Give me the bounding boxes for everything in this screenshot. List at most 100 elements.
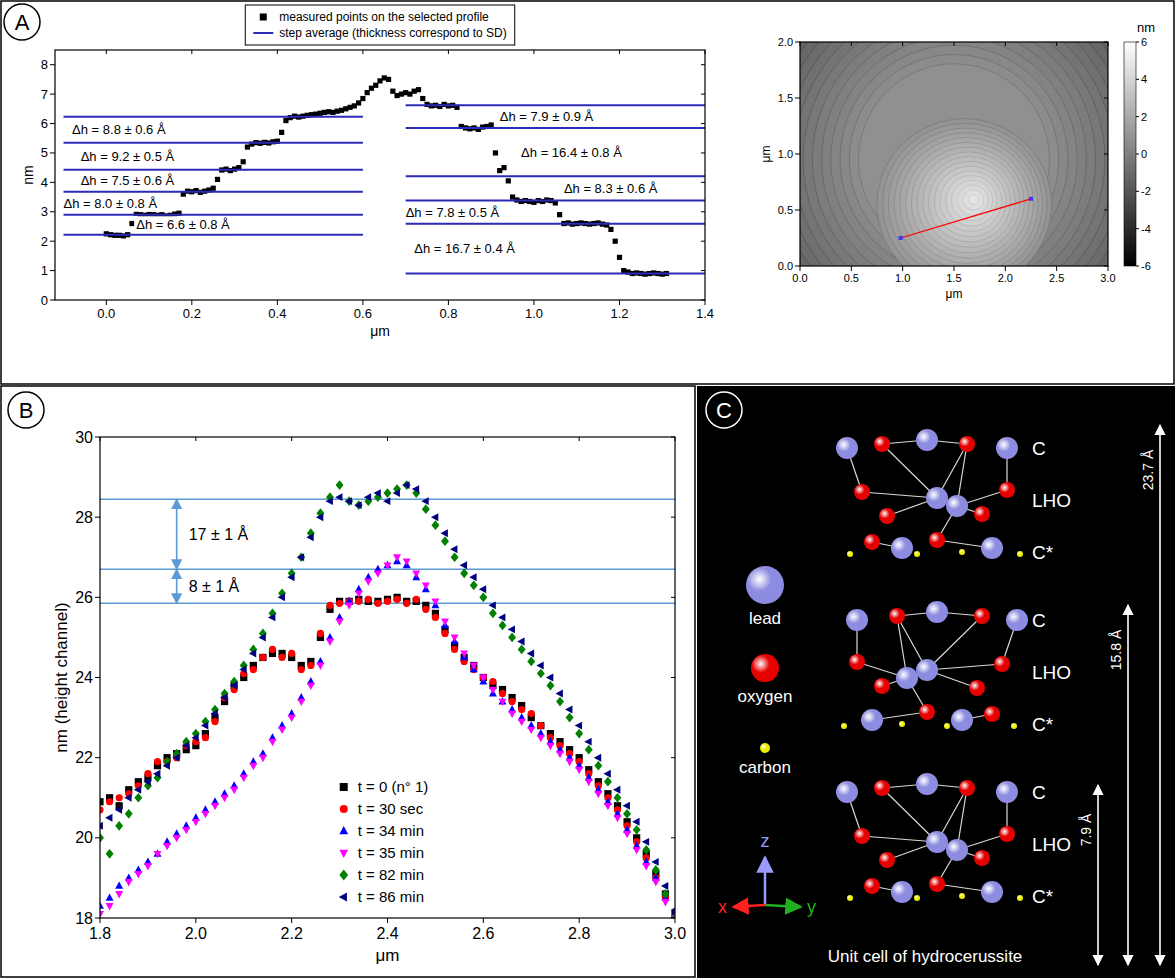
oxygen-atom [974,608,990,624]
distance-arrow [1097,785,1099,965]
axis-label: z [761,831,770,851]
label-patch [79,172,177,189]
oxygen-atom [974,850,990,866]
afm-texture [803,42,1105,266]
y-tick-label: 0 [41,293,48,308]
lead-atom [926,487,948,509]
legend-marker [340,783,348,791]
annotation: Δh = 9.2 ± 0.5 Å [79,148,177,165]
annotation: Δh = 8.8 ± 0.6 Å [70,121,168,138]
y-axis-title: nm (height channel) [52,602,71,752]
y-tick-label: 18 [75,910,93,927]
panel-letter-circle [4,4,40,40]
lead-atom [836,781,858,803]
lead-atom [946,495,968,517]
x-tick-label: 0.0 [97,306,115,321]
data-point [518,706,525,713]
y-tick [50,270,55,271]
data-point [585,779,593,786]
lead-atom [996,437,1018,459]
data-point [431,598,439,605]
afm-texture [969,195,979,205]
x-tick [1056,266,1057,271]
x-tick [851,42,852,46]
y-tick [95,837,100,838]
step-height-label: Δh = 16.4 ± 0.8 Å [521,145,622,160]
step-height-label: Δh = 7.8 ± 0.5 Å [406,205,500,220]
lead-atom [861,709,883,731]
data-point [129,221,134,226]
bond [882,788,937,842]
data-point [546,743,554,750]
y-axis-title: nm [20,165,36,184]
data-point [355,590,363,597]
y-tick [795,210,800,211]
legend-label: t = 35 min [358,844,424,861]
data-point [413,596,420,603]
x-tick-label: 2.5 [1049,272,1064,284]
data-point [594,754,601,762]
data-point [106,798,113,805]
plot-frame [800,42,1108,266]
step-line [64,214,363,216]
unit-layer: CLHOC* [836,429,1071,563]
carbon-atom [1017,895,1023,901]
colorbar-tick-label: 0 [1141,148,1147,160]
y-tick [671,517,675,518]
chart-a: 0.00.20.40.60.81.01.21.4012345678μmnmΔh … [20,5,714,339]
label-patch [404,204,502,221]
data-point [115,821,123,831]
data-point [365,596,372,603]
y-tick-label: 1 [41,263,48,278]
data-point [307,662,314,669]
data-point [499,621,507,631]
data-point [527,657,535,667]
x-tick [362,50,363,54]
data-point [279,130,284,135]
y-tick-label: 1.5 [778,92,793,104]
oxygen-atom [959,436,975,452]
data-point [354,501,361,509]
data-point [144,770,151,777]
x-tick-label: 0.2 [183,306,201,321]
data-point [565,706,572,714]
data-point [506,178,511,183]
y-tick [1104,98,1108,99]
x-tick-label: 2.0 [185,925,207,942]
step-line [406,175,705,177]
data-point [537,722,544,729]
dimension-arrow [176,569,178,603]
data-point [134,793,142,803]
data-point [287,573,294,581]
colorbar-tick-label: -4 [1141,223,1151,235]
data-point [614,815,622,822]
data-point [297,699,305,706]
data-point [115,881,123,888]
chart-afm: 0.00.51.01.52.02.53.00.00.51.01.52.0μmμm… [738,0,1169,376]
legend-line [253,32,273,34]
x-tick [954,266,955,271]
data-point [278,593,285,601]
x-tick-label: 0.4 [268,306,286,321]
y-tick [50,211,55,212]
data-point [489,122,494,127]
data-point [336,619,344,626]
label-patch [79,148,177,165]
distance-arrow [1159,425,1161,965]
annotations: Δh = 8.8 ± 0.6 ÅΔh = 9.2 ± 0.5 ÅΔh = 7.5… [62,108,660,257]
afm-texture [800,42,1108,266]
layer-label: LHO [1032,490,1071,511]
x-tick [195,437,196,441]
data-point [608,227,613,232]
data-point [480,674,487,681]
data-point [421,497,428,505]
layer-label: C [1032,438,1046,459]
data-point [528,710,535,717]
data-point [250,666,257,673]
y-tick [671,837,675,838]
oxygen-atom [854,828,870,844]
x-tick-label: 1.5 [946,272,961,284]
data-point [326,639,334,646]
data-point [450,545,457,553]
data-point [172,754,179,762]
